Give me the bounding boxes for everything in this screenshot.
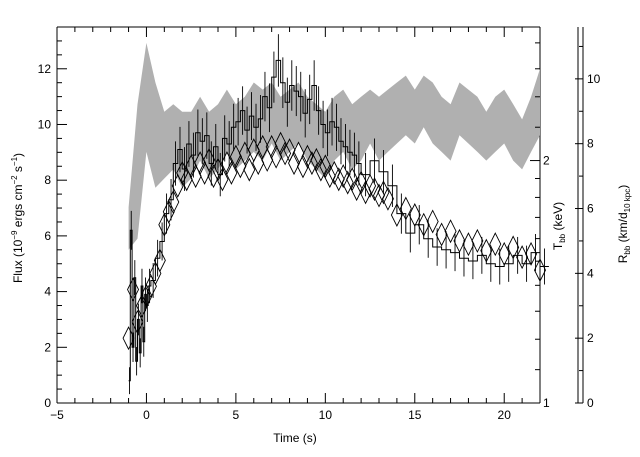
y-axis-label: Flux (10−9 ergs cm−2 s−1) bbox=[10, 153, 25, 283]
radius-diamond-point bbox=[167, 190, 180, 215]
radius-diamond-point bbox=[127, 277, 140, 302]
x-tick-label: 0 bbox=[143, 408, 150, 422]
radius-diamond-point bbox=[341, 170, 354, 195]
radius-diamond-point bbox=[372, 183, 386, 208]
radius-diamond-point bbox=[216, 167, 229, 192]
radius-diamond-point bbox=[525, 241, 538, 266]
kT-band bbox=[128, 42, 540, 250]
radius-diamond-point bbox=[390, 202, 403, 228]
r-bb-tick-label: 10 bbox=[587, 72, 601, 86]
radius-diamond-point bbox=[364, 173, 377, 198]
radius-diamond-point bbox=[381, 186, 394, 211]
r-bb-tick-label: 6 bbox=[587, 202, 594, 216]
radius-diamond-point bbox=[288, 151, 301, 176]
x-tick-label: 5 bbox=[233, 408, 240, 422]
radius-diamond-point bbox=[350, 177, 363, 202]
radius-diamond-point bbox=[332, 167, 345, 192]
radius-diamond-point bbox=[225, 160, 238, 185]
radius-diamond-point bbox=[323, 164, 336, 189]
t-bb-axis-label: Tbb (keV) bbox=[551, 202, 567, 250]
x-tick-label: −5 bbox=[50, 408, 64, 422]
radius-diamond-point bbox=[462, 232, 475, 257]
t-bb-tick-label: 1 bbox=[543, 396, 550, 410]
radius-diamond-point bbox=[305, 151, 318, 176]
y-tick-label: 10 bbox=[38, 117, 52, 131]
radius-diamond-point bbox=[203, 147, 216, 172]
radius-diamond-point bbox=[243, 157, 256, 182]
r-bb-tick-label: 8 bbox=[587, 137, 594, 151]
y-tick-label: 12 bbox=[38, 62, 52, 76]
y-tick-label: 6 bbox=[44, 229, 51, 243]
y-tick-label: 8 bbox=[44, 173, 51, 187]
r-bb-tick-label: 0 bbox=[587, 396, 594, 410]
x-tick-label: 20 bbox=[498, 408, 512, 422]
kT-band-group bbox=[128, 42, 540, 250]
radius-diamond-point bbox=[471, 228, 484, 253]
y-tick-label: 2 bbox=[44, 340, 51, 354]
radius-diamond-point bbox=[489, 232, 502, 257]
radius-diamond-point bbox=[444, 219, 457, 244]
radius-diamond-point bbox=[153, 248, 166, 273]
x-axis-label: Time (s) bbox=[273, 431, 317, 445]
t-bb-tick-label: 2 bbox=[543, 154, 550, 168]
radius-diamond-point bbox=[426, 209, 439, 234]
y-tick-label: 0 bbox=[44, 396, 51, 410]
r-bb-tick-label: 4 bbox=[587, 266, 594, 280]
radius-diamond-point bbox=[162, 199, 175, 224]
x-tick-label: 15 bbox=[408, 408, 422, 422]
radius-diamond-point bbox=[279, 141, 292, 166]
x-tick-label: 10 bbox=[319, 408, 333, 422]
radius-diamond-point bbox=[453, 228, 466, 253]
radius-diamond-group bbox=[122, 131, 547, 351]
r-bb-tick-label: 2 bbox=[587, 331, 594, 345]
radius-diamond-point bbox=[314, 157, 327, 182]
r-bb-axis-label: Rbb (km/d10 kpc) bbox=[616, 185, 632, 264]
radius-diamond-point bbox=[435, 222, 448, 247]
radius-diamond-point bbox=[207, 164, 220, 189]
y-tick-label: 4 bbox=[44, 285, 51, 299]
flux-histogram-group bbox=[128, 34, 549, 395]
